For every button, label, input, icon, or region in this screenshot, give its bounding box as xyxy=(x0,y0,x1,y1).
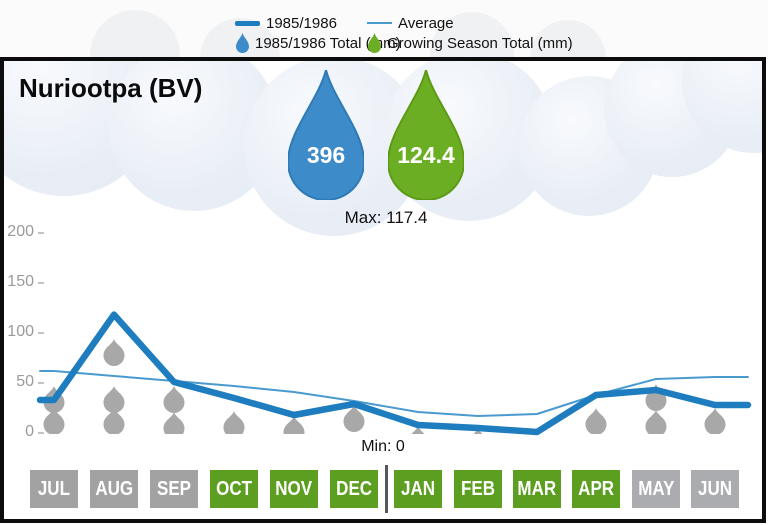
y-axis-tick xyxy=(38,282,44,284)
annual-total-droplet xyxy=(288,70,364,200)
month-label: NOV xyxy=(275,477,313,500)
season-divider-icon xyxy=(385,465,388,513)
month-tile-aug[interactable]: AUG xyxy=(90,470,138,508)
legend-strip: 1985/1986 Average 1985/1986 Total (mm) G… xyxy=(0,0,768,100)
y-axis-tick xyxy=(38,232,44,234)
y-axis-label: 200 xyxy=(7,223,34,240)
legend-label-average: Average xyxy=(398,14,454,32)
min-label: Min: 0 xyxy=(361,438,405,455)
legend-item-growing-season[interactable]: Growing Season Total (mm) xyxy=(368,33,573,53)
rainfall-chart[interactable] xyxy=(4,61,762,519)
month-tile-mar[interactable]: MAR xyxy=(513,470,561,508)
month-label: AUG xyxy=(95,477,133,500)
series-1985-1986-line xyxy=(36,311,752,436)
month-label: JUL xyxy=(37,477,71,500)
rain-drip-icon xyxy=(585,408,607,434)
month-label: MAY xyxy=(637,477,675,500)
y-axis-label: 100 xyxy=(7,323,34,340)
y-axis-label: 50 xyxy=(16,373,34,390)
legend-item-average[interactable]: Average xyxy=(367,13,454,33)
average-line-swatch xyxy=(367,22,392,24)
month-tile-jan[interactable]: JAN xyxy=(394,470,442,508)
month-tile-jul[interactable]: JUL xyxy=(30,470,78,508)
blue-droplet-icon xyxy=(236,33,249,53)
growing-season-total-value: 124.4 xyxy=(397,142,455,168)
annual-total-value: 396 xyxy=(306,142,346,168)
max-label: Max: 117.4 xyxy=(344,208,428,227)
legend-label-1985: 1985/1986 xyxy=(266,14,337,32)
rain-drip-icon xyxy=(704,408,726,434)
month-label: OCT xyxy=(216,477,252,500)
month-tile-jun[interactable]: JUN xyxy=(691,470,739,508)
rain-drip-icon xyxy=(223,411,245,434)
legend-item-total[interactable]: 1985/1986 Total (mm) xyxy=(236,33,401,53)
y-axis-label: 0 xyxy=(25,423,34,440)
growing-season-total-droplet xyxy=(388,70,464,200)
month-tile-may[interactable]: MAY xyxy=(632,470,680,508)
green-droplet-icon xyxy=(368,33,381,53)
month-label: MAR xyxy=(517,477,557,500)
rain-drip-icon xyxy=(43,408,65,434)
rain-drip-icon xyxy=(343,405,365,432)
legend-label-total: 1985/1986 Total (mm) xyxy=(255,34,401,52)
legend-item-1985[interactable]: 1985/1986 xyxy=(235,13,337,33)
month-tile-oct[interactable]: OCT xyxy=(210,470,258,508)
rain-drip-icon xyxy=(411,426,425,434)
station-title: Nuriootpa (BV) xyxy=(19,73,203,103)
legend-label-growing-season: Growing Season Total (mm) xyxy=(387,34,573,52)
month-label: JUN xyxy=(697,477,732,500)
month-tile-feb[interactable]: FEB xyxy=(454,470,502,508)
y-axis-label: 150 xyxy=(7,273,34,290)
rain-drip-icon xyxy=(473,428,483,434)
month-label: APR xyxy=(578,477,614,500)
rain-drip-icon xyxy=(103,386,125,413)
y-axis-tick xyxy=(38,432,44,434)
month-tile-nov[interactable]: NOV xyxy=(270,470,318,508)
rain-drip-icon xyxy=(283,416,305,434)
month-tile-sep[interactable]: SEP xyxy=(150,470,198,508)
series-1985-line-swatch xyxy=(235,20,260,26)
month-tile-apr[interactable]: APR xyxy=(572,470,620,508)
y-axis-tick xyxy=(38,332,44,334)
chart-panel: Nuriootpa (BV) 396 124.4 Max: 117.4 0 50 1… xyxy=(0,57,766,523)
rain-drip-icon xyxy=(103,339,125,366)
month-label: DEC xyxy=(336,477,372,500)
average-line xyxy=(39,370,749,417)
rain-drip-icon xyxy=(645,410,667,434)
month-tile-dec[interactable]: DEC xyxy=(330,470,378,508)
month-label: JAN xyxy=(400,477,435,500)
rain-drip-icon xyxy=(163,412,185,434)
rain-drip-icon xyxy=(163,386,185,413)
rain-drip-icon xyxy=(103,408,125,434)
month-label: FEB xyxy=(461,477,495,500)
y-axis-tick xyxy=(38,382,44,384)
month-label: SEP xyxy=(156,477,192,500)
